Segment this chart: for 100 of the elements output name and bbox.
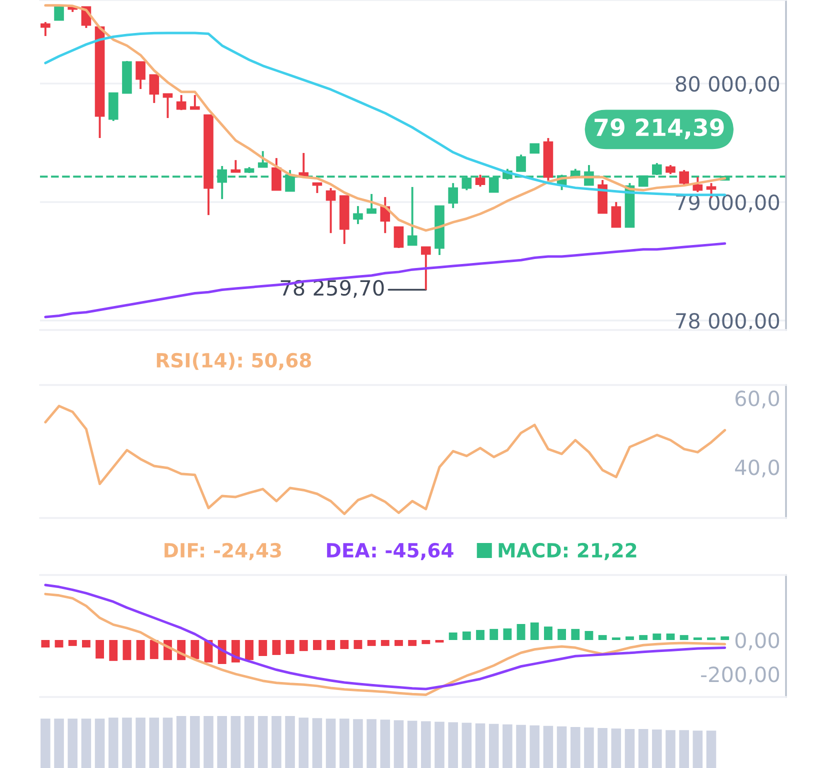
bar (353, 719, 363, 768)
bar (109, 640, 118, 661)
bar (394, 720, 404, 768)
bar (584, 727, 594, 768)
bar (421, 721, 431, 768)
candlestick (230, 159, 241, 174)
bar (707, 637, 716, 640)
bar (503, 628, 512, 640)
candlestick (448, 182, 458, 210)
bar (326, 640, 336, 650)
candlestick (162, 92, 173, 119)
bar (543, 726, 554, 768)
bar (298, 718, 309, 768)
bar (476, 630, 484, 640)
bar (380, 640, 390, 646)
bar (312, 640, 322, 650)
bar (176, 716, 186, 768)
bar (448, 722, 458, 768)
bar (339, 718, 350, 768)
bar (94, 718, 105, 768)
y-tick-label: 78 000,00 (676, 312, 780, 331)
text: RSI(14): 50,68 (156, 352, 312, 370)
y-tick-label: 80 000,00 (676, 76, 780, 94)
candlestick (366, 192, 376, 214)
bar (490, 628, 498, 640)
bar (626, 636, 634, 640)
y-tick-label: 40,0 (735, 459, 780, 478)
candlestick (176, 94, 186, 112)
bar (366, 719, 376, 768)
bar (612, 637, 620, 640)
bar (516, 624, 526, 640)
bar (680, 635, 688, 640)
bar (435, 640, 444, 643)
legend-label: MACD: 21,22 (498, 542, 636, 560)
bar (54, 718, 64, 768)
bar (299, 640, 308, 652)
bar (570, 726, 580, 768)
candlestick (353, 205, 363, 226)
candlestick (530, 143, 540, 154)
candlestick (692, 176, 703, 194)
bar (408, 640, 417, 646)
bar (204, 716, 214, 768)
text: DEA: -45,64 (327, 542, 454, 560)
bar (556, 726, 567, 768)
candlestick (407, 186, 418, 246)
bar (190, 640, 200, 660)
candlestick (40, 21, 50, 37)
bar (448, 632, 458, 640)
ref-line-label: 79 214,39 (594, 118, 724, 140)
bar (422, 640, 430, 644)
candlestick (611, 201, 622, 228)
candlestick (516, 154, 526, 172)
bar (516, 724, 526, 768)
bar (190, 716, 200, 768)
bar (81, 718, 92, 768)
bar (82, 640, 90, 648)
candlestick (666, 164, 676, 176)
bar (367, 640, 376, 646)
bar (162, 718, 173, 768)
bar (136, 640, 145, 660)
candlestick (312, 182, 322, 194)
bar (652, 634, 662, 640)
bar (54, 640, 64, 648)
bar (354, 640, 362, 650)
bar (462, 631, 471, 640)
bar (692, 730, 703, 768)
bar (706, 730, 716, 768)
y-tick-label: -200,00 (701, 666, 780, 684)
bar (720, 636, 730, 640)
bar (394, 640, 403, 646)
bar (611, 728, 622, 768)
bar (108, 718, 118, 768)
bar (666, 730, 676, 768)
bar (217, 716, 227, 768)
candlestick (272, 157, 282, 192)
bar (598, 635, 607, 640)
bar (326, 718, 336, 768)
bar (68, 718, 78, 768)
text: DIF: -24,43 (164, 542, 281, 560)
bar (41, 640, 50, 648)
bar (149, 718, 160, 768)
bar (230, 716, 241, 768)
bar (244, 716, 254, 768)
bar (679, 730, 689, 768)
bar (150, 640, 158, 660)
candlestick (190, 94, 200, 110)
bar (462, 722, 472, 768)
bar (652, 730, 662, 768)
bar (639, 635, 648, 640)
y-tick-label: 60,0 (736, 390, 780, 408)
bar (122, 718, 132, 768)
y-tick-label: 0,00 (735, 632, 780, 650)
bar (530, 622, 539, 640)
bar (624, 729, 635, 768)
bar (68, 640, 77, 646)
bar (272, 640, 281, 655)
bar (380, 720, 390, 768)
candlestick (475, 174, 486, 188)
bar (502, 724, 512, 768)
bar (638, 729, 648, 768)
